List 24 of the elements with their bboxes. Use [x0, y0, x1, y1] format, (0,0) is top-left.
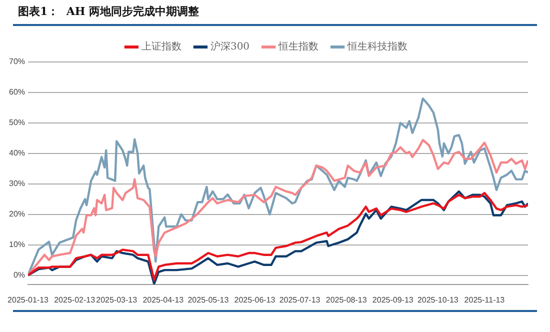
- x-tick-label: 2025-06-13: [234, 295, 276, 304]
- x-tick-label: 2025-08-13: [326, 295, 368, 304]
- x-tick-label: 2025-02-13: [54, 295, 96, 304]
- chart-title: 图表1： AH 两地同步完成中期调整: [18, 4, 200, 19]
- y-tick-label: 70%: [8, 57, 26, 66]
- x-tick-label: 2025-10-13: [417, 295, 459, 304]
- x-tick-label: 2025-03-13: [96, 295, 138, 304]
- legend-label: 沪深300: [210, 40, 250, 53]
- x-tick-label: 2025-07-13: [279, 295, 321, 304]
- x-tick-label: 2025-09-13: [372, 295, 414, 304]
- y-tick-label: 60%: [8, 88, 26, 97]
- y-tick-label: 0%: [13, 270, 26, 280]
- x-tick-label: 2025-04-13: [142, 295, 184, 304]
- y-tick-label: 10%: [8, 240, 26, 249]
- y-tick-label: 50%: [8, 118, 26, 128]
- y-tick-label: 40%: [8, 148, 26, 158]
- legend-label: 上证指数: [141, 40, 182, 53]
- x-tick-label: 2025-11-13: [464, 295, 506, 304]
- x-tick-label: 2025-05-13: [188, 295, 230, 304]
- legend-label: 恒生科技指数: [346, 40, 408, 53]
- y-tick-label: 30%: [8, 179, 26, 188]
- x-tick-label: 2025-01-13: [8, 295, 50, 304]
- y-tick-label: 20%: [8, 210, 26, 219]
- legend-label: 恒生指数: [278, 40, 319, 53]
